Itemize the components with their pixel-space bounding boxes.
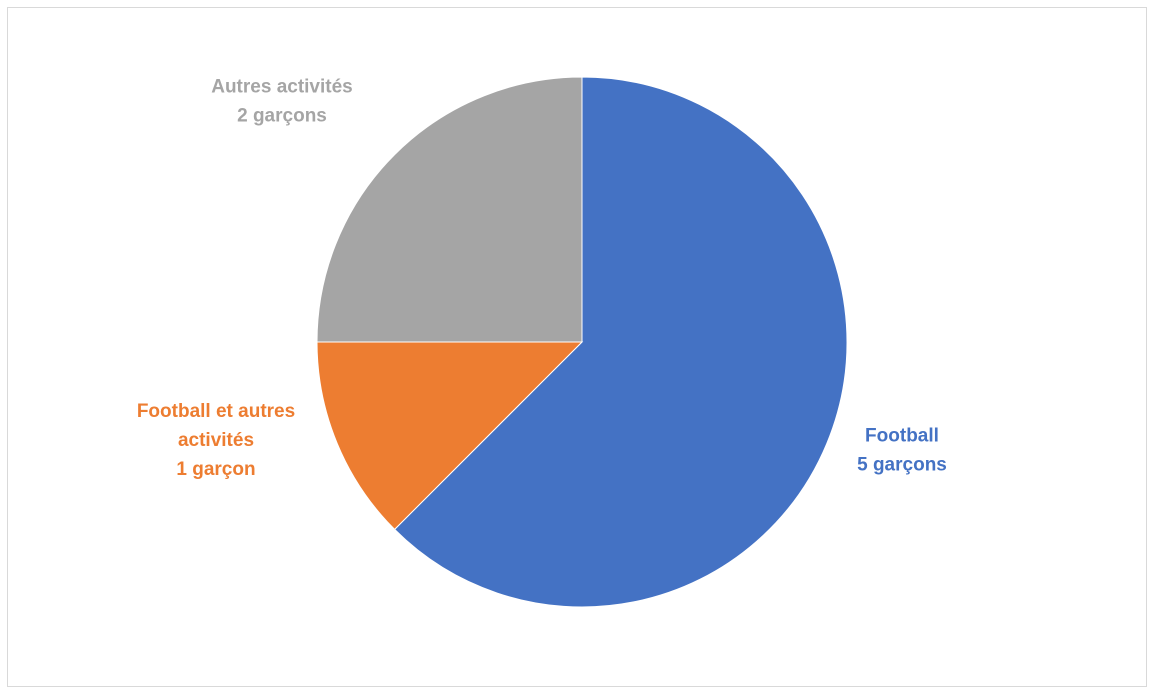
data-label-line: Football <box>865 426 939 447</box>
data-label-line: 1 garçon <box>176 459 255 480</box>
pie-chart: Football 5 garçons Football et autres activ… <box>137 76 947 608</box>
data-label-line: 2 garçons <box>237 106 327 127</box>
data-label-line: activités <box>178 430 254 451</box>
data-label-football: Football 5 garçons <box>857 426 947 476</box>
data-label-line: Autres activités <box>211 77 353 98</box>
pie-slice-football <box>393 76 848 608</box>
pie-slice-football-et-autres-activites <box>316 341 584 531</box>
data-label-autres-activites: Autres activités 2 garçons <box>211 77 353 127</box>
data-label-line: 5 garçons <box>857 455 947 476</box>
pie-slice-autres-activites <box>316 76 583 343</box>
data-labels: Football 5 garçons Football et autres activ… <box>137 77 947 481</box>
data-label-football-et-autres-activites: Football et autres activités 1 garçon <box>137 401 295 480</box>
pie-slices <box>316 76 848 608</box>
data-label-line: Football et autres <box>137 401 295 422</box>
